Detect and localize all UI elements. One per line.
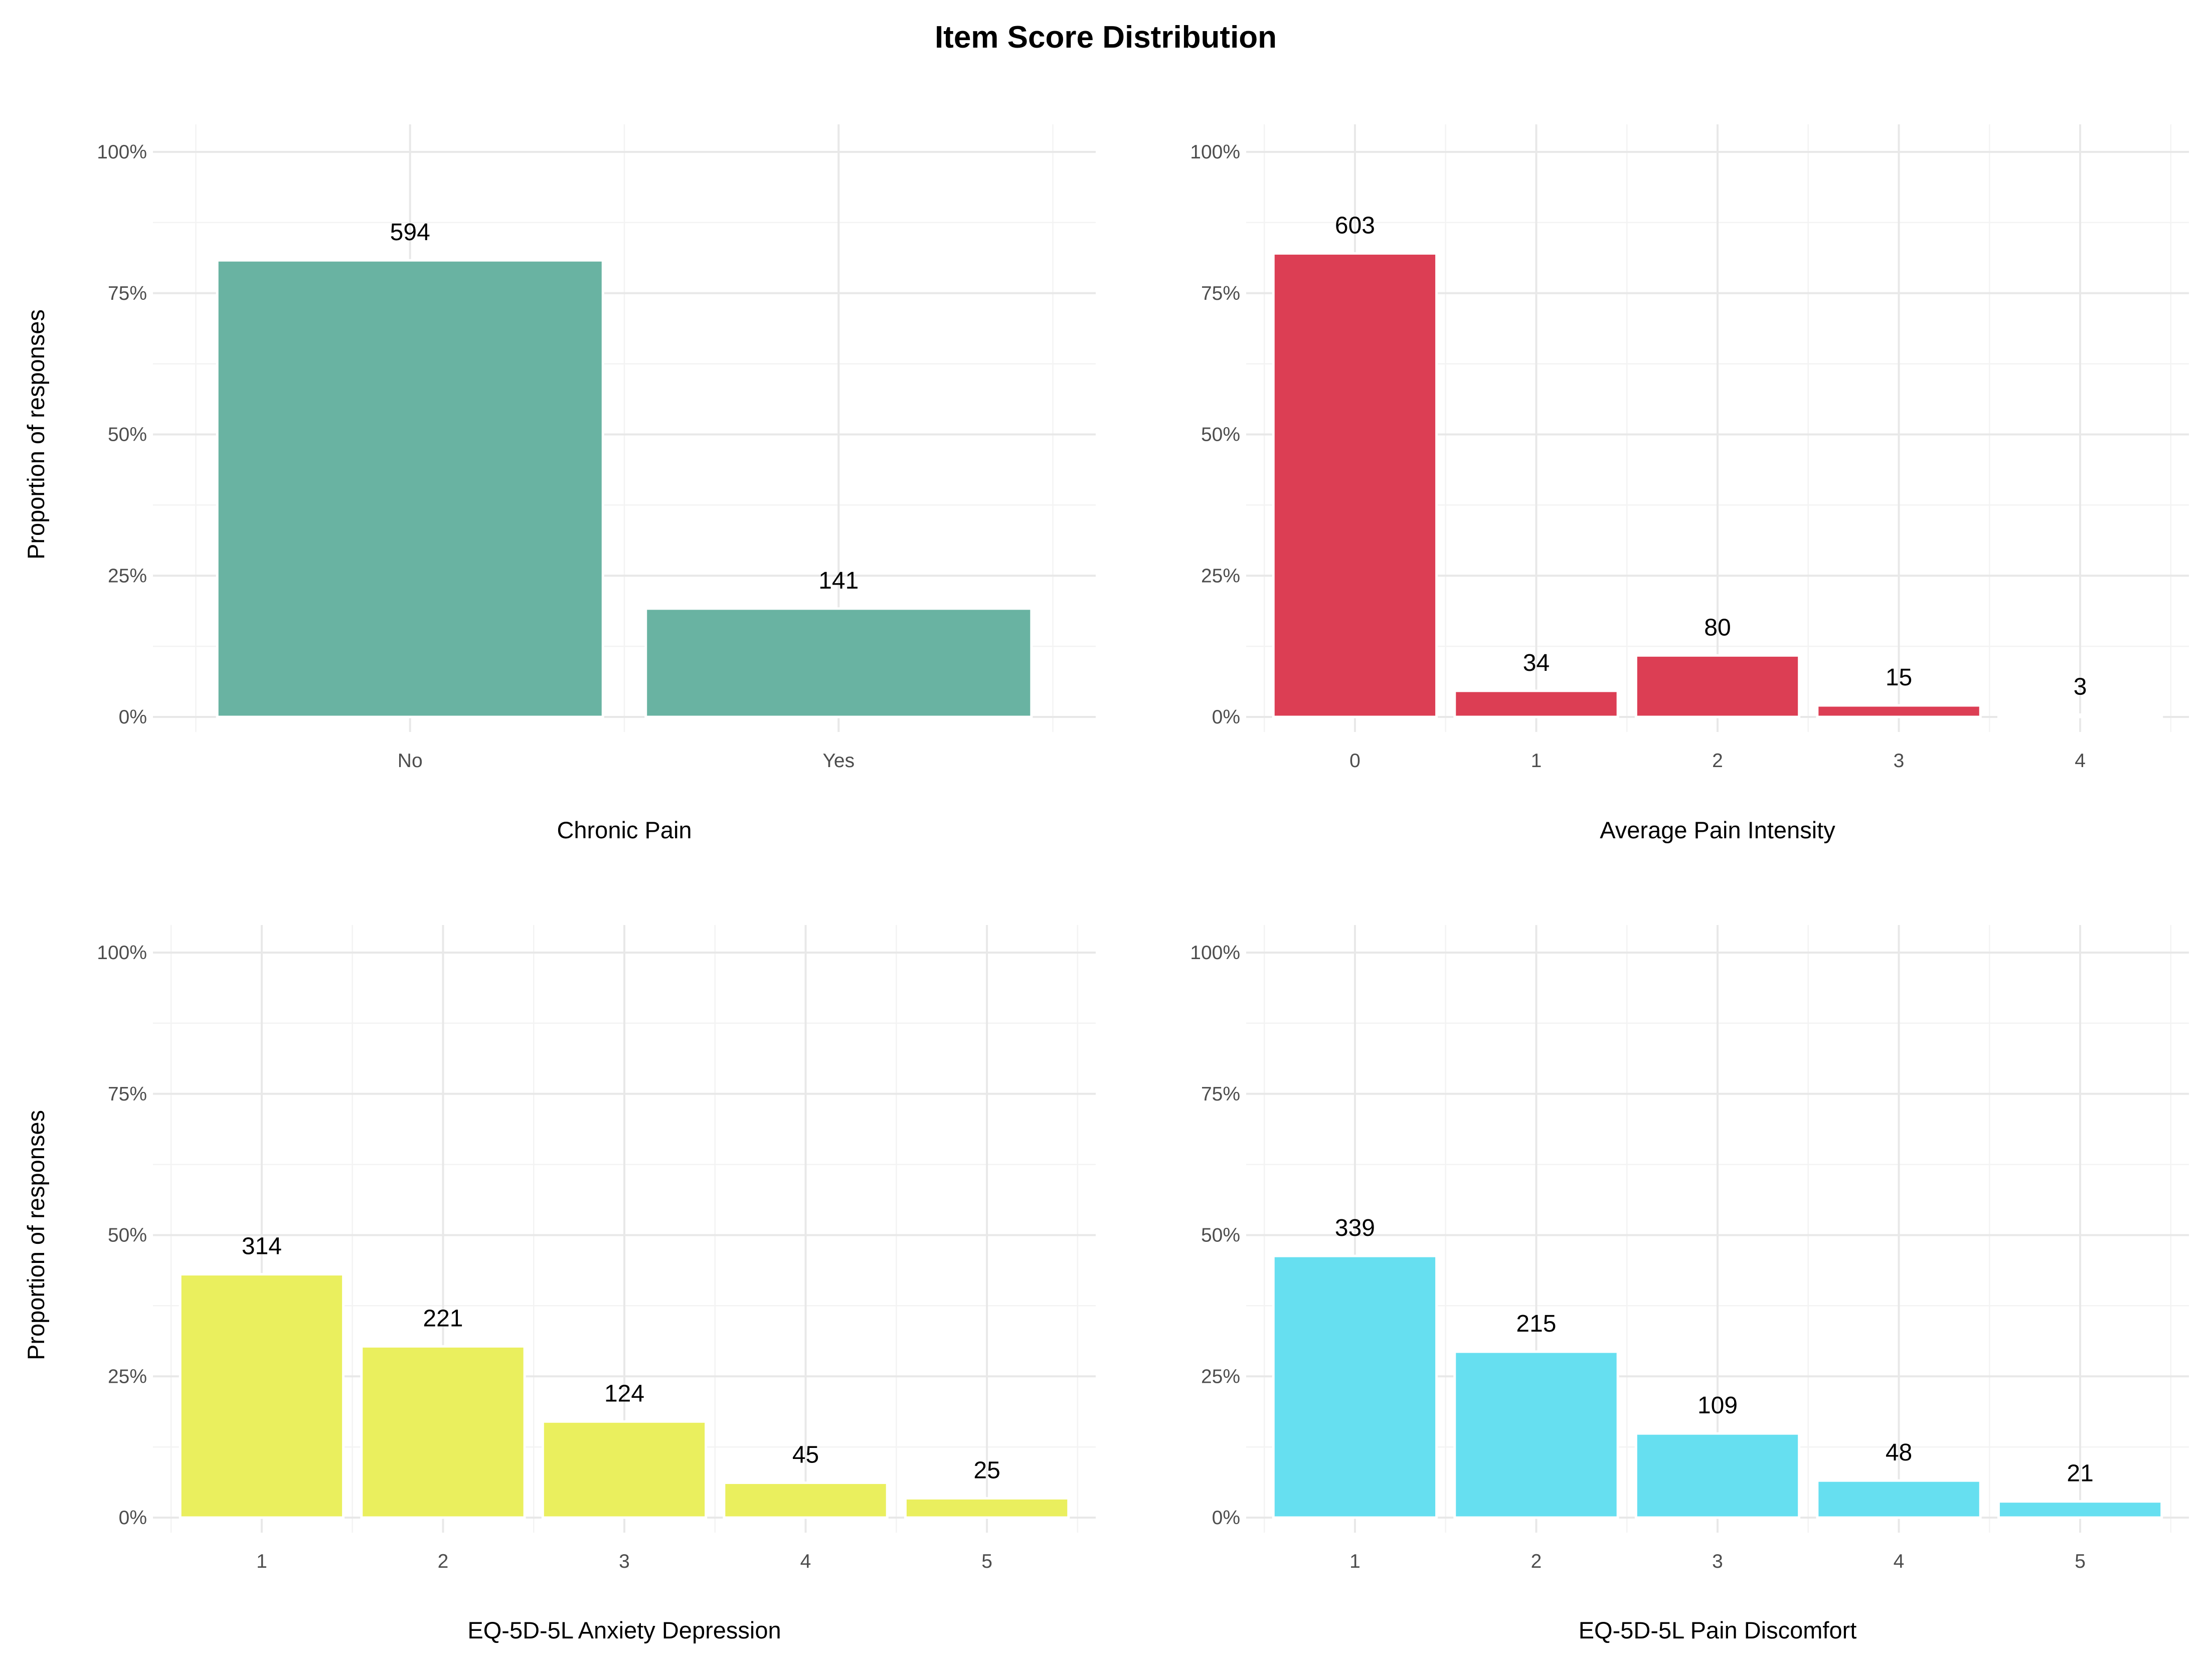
y-axis-title: Proportion of responses <box>23 1110 49 1360</box>
bar-value-label: 25 <box>973 1457 1000 1484</box>
x-tick-label: 2 <box>1712 750 1723 772</box>
x-axis-title: EQ-5D-5L Anxiety Depression <box>467 1617 781 1643</box>
bar-value-label: 80 <box>1704 614 1731 641</box>
bar-3 <box>1634 1432 1801 1519</box>
y-tick-label: 75% <box>108 1083 147 1105</box>
y-tick-label: 100% <box>97 942 147 964</box>
y-tick-label: 50% <box>1201 1225 1240 1246</box>
bar-1 <box>179 1273 345 1519</box>
y-axis-title: Proportion of responses <box>23 309 49 560</box>
bar-value-label: 124 <box>604 1380 644 1407</box>
y-tick-label: 25% <box>1201 565 1240 587</box>
bar-5 <box>904 1497 1070 1519</box>
bar-No <box>216 259 604 718</box>
y-tick-label: 25% <box>108 1366 147 1387</box>
x-tick-label: 4 <box>800 1551 811 1572</box>
bar-1 <box>1272 1254 1438 1519</box>
chart-panel-1: 0% 25% 50% 75% 100% 594 No 141 Yes Chronic Pain Pr… <box>23 124 1096 843</box>
bar-2 <box>1634 654 1801 718</box>
y-tick-label: 25% <box>108 565 147 587</box>
bar-3 <box>541 1420 708 1519</box>
x-tick-label: 1 <box>1531 750 1542 772</box>
y-tick-label: 0% <box>1212 706 1240 728</box>
bar-Yes <box>644 607 1033 718</box>
x-tick-label: 4 <box>1894 1551 1905 1572</box>
y-tick-label: 0% <box>1212 1507 1240 1529</box>
chart-panel-4: 0%25%50%75%100%339121521093484215EQ-5D-5… <box>1190 925 2189 1643</box>
bar-1 <box>1453 689 1619 718</box>
x-tick-label: 3 <box>1894 750 1905 772</box>
bar-2 <box>360 1345 526 1519</box>
x-tick-label: 4 <box>2075 750 2086 772</box>
bar-value-label: 339 <box>1335 1215 1375 1241</box>
bar-0 <box>1272 252 1438 718</box>
x-tick-label: Yes <box>822 750 855 772</box>
bar-4 <box>1816 1479 1982 1519</box>
chart-panel-3: 0% 25% 50% 75% 100% 314 1 221 2 124 3 45 4 25 5 EQ-5D-5… <box>23 925 1096 1643</box>
y-tick-label: 100% <box>1190 141 1240 163</box>
y-tick-label: 0% <box>119 1507 147 1529</box>
y-tick-label: 50% <box>108 1225 147 1246</box>
bar-4 <box>1997 713 2163 718</box>
bar-value-label: 3 <box>2074 673 2087 700</box>
y-tick-label: 25% <box>1201 1366 1240 1387</box>
y-tick-label: 50% <box>1201 424 1240 446</box>
bar-value-label: 109 <box>1697 1392 1738 1419</box>
y-tick-label: 75% <box>1201 283 1240 304</box>
bar-5 <box>1997 1500 2163 1519</box>
bar-value-label: 48 <box>1886 1439 1912 1466</box>
figure-title: Item Score Distribution <box>935 20 1277 55</box>
x-tick-label: 3 <box>619 1551 630 1572</box>
x-tick-label: 3 <box>1712 1551 1723 1572</box>
y-tick-label: 75% <box>1201 1083 1240 1105</box>
bar-value-label: 21 <box>2067 1460 2093 1487</box>
bar-4 <box>723 1481 889 1519</box>
x-tick-label: No <box>398 750 423 772</box>
x-tick-label: 2 <box>1531 1551 1542 1572</box>
bar-3 <box>1816 704 1982 718</box>
bar-value-label: 215 <box>1516 1311 1556 1337</box>
bar-value-label: 45 <box>792 1441 819 1468</box>
y-tick-label: 100% <box>97 141 147 163</box>
x-tick-label: 1 <box>1349 1551 1360 1572</box>
x-axis-title: Chronic Pain <box>557 817 692 843</box>
bar-value-label: 34 <box>1523 650 1550 676</box>
x-axis-title: Average Pain Intensity <box>1600 817 1835 843</box>
bar-value-label: 15 <box>1886 664 1912 691</box>
x-tick-label: 5 <box>981 1551 992 1572</box>
bar-value-label: 594 <box>390 219 430 246</box>
y-tick-label: 0% <box>119 706 147 728</box>
bar-2 <box>1453 1350 1619 1519</box>
bar-value-label: 141 <box>818 568 859 594</box>
bar-value-label: 221 <box>423 1305 463 1332</box>
y-tick-label: 75% <box>108 283 147 304</box>
bar-value-label: 603 <box>1335 212 1375 239</box>
x-tick-label: 5 <box>2075 1551 2086 1572</box>
x-tick-label: 2 <box>438 1551 449 1572</box>
x-tick-label: 1 <box>256 1551 267 1572</box>
x-axis-title: EQ-5D-5L Pain Discomfort <box>1579 1617 1857 1643</box>
y-tick-label: 100% <box>1190 942 1240 964</box>
bar-value-label: 314 <box>242 1233 282 1260</box>
y-tick-label: 50% <box>108 424 147 446</box>
x-tick-label: 0 <box>1349 750 1360 772</box>
